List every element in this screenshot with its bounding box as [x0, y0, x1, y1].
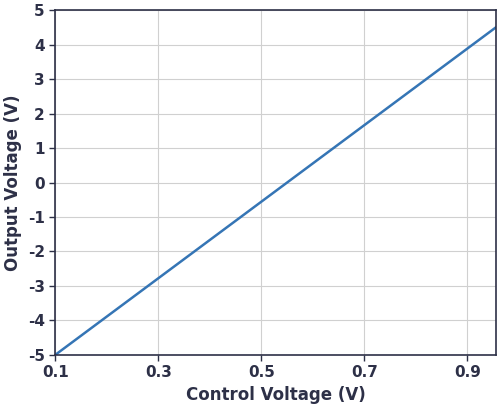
X-axis label: Control Voltage (V): Control Voltage (V) [186, 386, 366, 404]
Y-axis label: Output Voltage (V): Output Voltage (V) [4, 94, 22, 271]
